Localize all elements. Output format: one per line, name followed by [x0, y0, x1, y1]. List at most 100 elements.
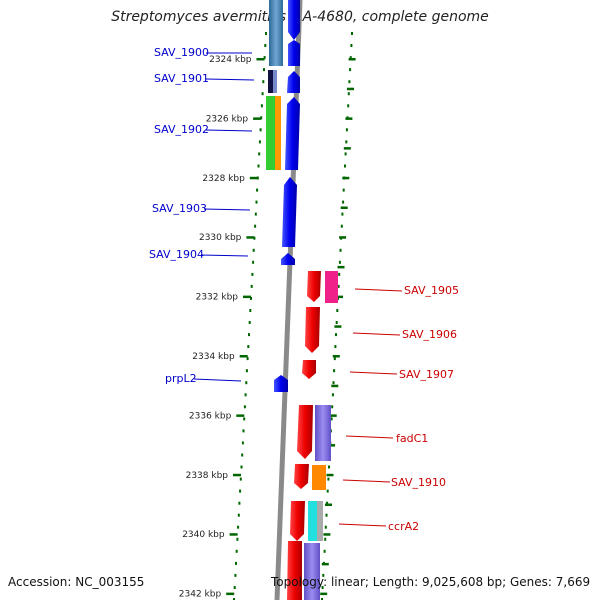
label-sav1906[interactable]: SAV_1906 — [402, 328, 457, 341]
track-dot — [237, 513, 240, 517]
gene-sav1910[interactable] — [294, 464, 309, 489]
gene-sav1907[interactable] — [302, 360, 316, 379]
accession-label: Accession: NC_003155 — [8, 575, 145, 589]
gene-sav1901[interactable] — [287, 71, 300, 93]
track-dot — [345, 140, 348, 144]
track-dot — [237, 525, 240, 529]
kbp-tick-mark-half — [347, 87, 354, 91]
gene-fadc1-frame[interactable] — [315, 405, 331, 461]
gene-sav1902-frame-green[interactable] — [266, 96, 275, 170]
kbp-tick-mark-half — [325, 503, 332, 506]
gene-sav1905-frame[interactable] — [325, 271, 338, 303]
track-dot — [243, 417, 246, 421]
gene-sav1902[interactable] — [285, 97, 300, 170]
track-dot — [257, 164, 260, 168]
label-ccra2[interactable]: ccrA2 — [388, 520, 419, 533]
track-dot — [323, 549, 326, 553]
gene-sav1902-frame-orange[interactable] — [275, 96, 281, 170]
track-dot — [256, 188, 259, 192]
label-line-sav1903 — [203, 208, 251, 211]
gene-sav1901-frame2[interactable] — [273, 70, 277, 93]
gene-ccra2-frame-grey[interactable] — [317, 501, 323, 541]
label-sav1903[interactable]: SAV_1903 — [152, 202, 207, 215]
kbp-tick-mark-half — [321, 562, 329, 566]
track-dot — [326, 489, 329, 493]
gene-sav1900[interactable] — [288, 0, 300, 40]
gene-sav1906[interactable] — [305, 307, 320, 353]
kbp-tick-mark — [236, 414, 245, 417]
kbp-tick-mark — [229, 533, 238, 536]
track-dot — [327, 477, 330, 481]
track-dot — [247, 345, 250, 349]
right-gene-labels: SAV_1905 SAV_1906 SAV_1907 fadC1 SAV_191… — [338, 284, 459, 533]
label-sav1905[interactable]: SAV_1905 — [404, 284, 459, 297]
track-dot — [251, 272, 254, 276]
label-sav1910[interactable]: SAV_1910 — [391, 476, 446, 489]
gene-sav1905[interactable] — [307, 271, 321, 302]
gene-prpl2[interactable] — [274, 375, 288, 392]
track-dot — [321, 598, 323, 600]
gene-sav1900b[interactable] — [288, 40, 300, 66]
gene-next-red[interactable] — [287, 541, 302, 600]
track-dot — [260, 104, 263, 108]
track-dot — [344, 152, 347, 156]
kbp-tick-mark — [249, 176, 258, 180]
kbp-tick-label: 2328 kbp — [202, 174, 245, 184]
track-dot — [265, 32, 267, 35]
track-dot — [263, 68, 265, 72]
gene-sav1903[interactable] — [282, 177, 297, 247]
track-dot — [258, 152, 261, 156]
track-dot — [250, 284, 253, 288]
track-dot — [236, 537, 239, 541]
right-strand-genes — [287, 271, 338, 600]
track-dot — [264, 44, 267, 47]
label-sav1907[interactable]: SAV_1907 — [399, 368, 454, 381]
track-dot — [233, 586, 236, 589]
track-dot — [243, 405, 246, 409]
track-dot — [246, 357, 249, 361]
track-dot — [239, 489, 242, 493]
gene-sav1901-frame[interactable] — [268, 70, 273, 93]
kbp-tick-mark-right — [326, 473, 334, 477]
track-dot — [325, 513, 328, 517]
label-prpl2[interactable]: prpL2 — [165, 372, 197, 385]
gene-fadc1[interactable] — [297, 405, 313, 459]
label-sav1901[interactable]: SAV_1901 — [154, 72, 209, 85]
track-dot — [328, 465, 330, 469]
track-dot — [241, 453, 244, 457]
gene-ccra2[interactable] — [290, 501, 305, 541]
track-dot — [338, 260, 341, 264]
kbp-tick-mark-right — [332, 355, 340, 358]
track-dot — [324, 537, 327, 541]
track-dot — [262, 80, 265, 84]
label-sav1904[interactable]: SAV_1904 — [149, 248, 204, 261]
track-dot — [240, 465, 243, 469]
track-dot — [258, 140, 261, 144]
label-sav1902[interactable]: SAV_1902 — [154, 123, 209, 136]
track-dot — [337, 284, 340, 288]
track-dot — [250, 296, 252, 300]
track-dot — [336, 309, 339, 312]
track-dot — [321, 586, 324, 589]
gene-next-frame[interactable] — [304, 543, 320, 600]
kbp-tick-mark-half — [340, 206, 348, 209]
kbp-tick-mark-half — [334, 325, 342, 328]
track-dot — [349, 68, 352, 72]
track-dot — [335, 333, 337, 337]
label-line-prpl2 — [193, 378, 242, 382]
track-dot — [244, 393, 247, 397]
kbp-tick-mark-right — [336, 295, 343, 299]
label-fadc1[interactable]: fadC1 — [396, 432, 428, 445]
track-dot — [340, 224, 343, 228]
track-dot — [349, 56, 352, 60]
kbp-tick-label: 2326 kbp — [206, 114, 249, 124]
gene-sav1904[interactable] — [281, 253, 295, 265]
gene-sav1910-frame[interactable] — [312, 465, 326, 490]
label-sav1900[interactable]: SAV_1900 — [154, 46, 209, 59]
track-dot — [334, 345, 337, 349]
track-dot — [252, 248, 255, 252]
gene-sav1900-frame[interactable] — [269, 0, 283, 66]
gene-ccra2-frame-cyan[interactable] — [308, 501, 317, 541]
kbp-tick-mark — [243, 295, 251, 299]
